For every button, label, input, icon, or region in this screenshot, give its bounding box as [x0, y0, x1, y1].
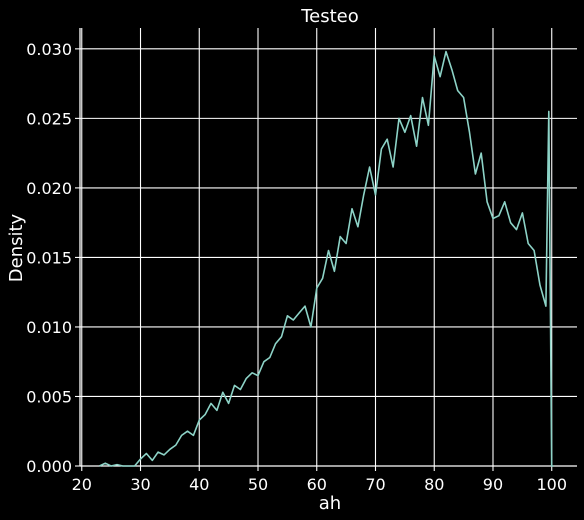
x-tick-label: 60: [307, 475, 327, 494]
y-tick-label: 0.005: [26, 387, 72, 406]
x-tick-label: 50: [248, 475, 268, 494]
x-axis-ticks: 20 30 40 50 60 70 80 90 100: [72, 466, 567, 494]
grid-lines: [80, 28, 577, 467]
y-tick-label: 0.015: [26, 248, 72, 267]
y-tick-label: 0.030: [26, 40, 72, 59]
y-axis-title: Density: [6, 213, 27, 282]
axes: [79, 28, 577, 467]
x-tick-label: 90: [483, 475, 503, 494]
y-axis-ticks: 0.000 0.005 0.010 0.015 0.020 0.025 0.030: [26, 40, 80, 476]
x-tick-label: 100: [536, 475, 567, 494]
x-tick-label: 20: [72, 475, 92, 494]
chart-title: Testeo: [300, 6, 359, 27]
x-tick-label: 40: [189, 475, 209, 494]
x-tick-label: 70: [365, 475, 385, 494]
y-tick-label: 0.000: [26, 457, 72, 476]
density-line: [99, 50, 554, 467]
y-tick-label: 0.020: [26, 179, 72, 198]
x-tick-label: 30: [130, 475, 150, 494]
series-group: [99, 50, 554, 467]
x-axis-title: ah: [319, 493, 341, 514]
y-tick-label: 0.010: [26, 318, 72, 337]
x-tick-label: 80: [424, 475, 444, 494]
y-tick-label: 0.025: [26, 109, 72, 128]
